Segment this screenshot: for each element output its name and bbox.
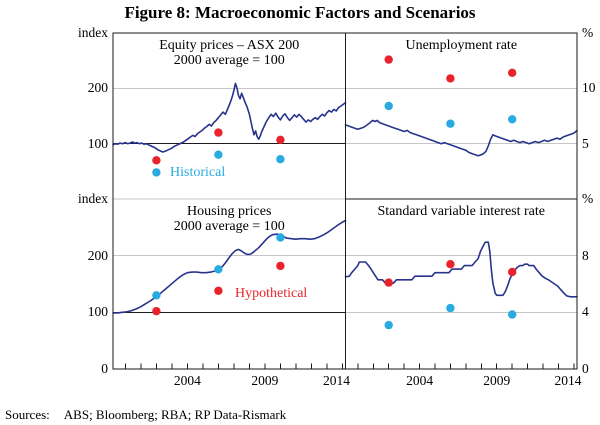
scenario-dot-historical: [508, 310, 517, 319]
scenario-dot-historical: [446, 303, 455, 313]
panel-title-housing: Housing prices: [187, 204, 272, 219]
scenario-dot-historical: [152, 291, 161, 300]
scenario-dot-historical: [276, 155, 285, 164]
scenario-dot-hypothetical: [384, 55, 393, 64]
sources-line: Sources: ABS; Bloomberg; RBA; RP Data-Ris…: [5, 406, 286, 423]
scenario-dot-hypothetical: [446, 74, 455, 83]
y-tick-label: 10: [582, 80, 596, 96]
panel-title-interest: Standard variable interest rate: [377, 204, 546, 219]
annotation-hypothetical: Hypothetical: [235, 286, 308, 301]
scenario-dot-historical: [214, 150, 223, 159]
panel-title-unemployment: Unemployment rate: [405, 38, 518, 53]
y-tick-label: 200: [87, 80, 108, 96]
y-tick-label: 8: [582, 247, 589, 263]
sources-text: ABS; Bloomberg; RBA; RP Data-Rismark: [63, 407, 287, 422]
scenario-dot-hypothetical: [276, 135, 285, 144]
y-tick-label: 200: [87, 247, 108, 263]
x-tick-label: 2009: [483, 373, 511, 388]
y-axis-unit-unemployment: %: [582, 25, 594, 40]
panel-title-equity: Equity prices – ASX 200: [159, 38, 300, 53]
scenario-dot-historical: [508, 115, 517, 124]
panel-subtitle-equity: 2000 average = 100: [173, 53, 285, 68]
scenario-dot-historical: [276, 233, 285, 242]
scenario-dot-historical: [384, 320, 393, 330]
y-tick-label: 0: [101, 361, 108, 376]
line-series-unemployment: [344, 119, 578, 157]
y-axis-unit-housing: index: [78, 191, 108, 206]
scenario-dot-historical: [446, 119, 455, 128]
y-tick-label: 0: [582, 361, 589, 376]
scenario-dot-hypothetical: [508, 68, 517, 78]
scenario-dot-historical: [384, 101, 393, 111]
scenario-dot-hypothetical: [152, 156, 161, 165]
sources-label: Sources:: [5, 407, 50, 422]
y-tick-label: 5: [582, 135, 589, 151]
x-tick-label: 2004: [406, 373, 434, 388]
scenario-dot-hypothetical: [508, 267, 517, 277]
chart-border: [112, 32, 578, 370]
scenario-dot-hypothetical: [384, 278, 393, 287]
figure-title: Figure 8: Macroeconomic Factors and Scen…: [124, 3, 476, 22]
scenario-dot-hypothetical: [214, 128, 223, 137]
scenario-dot-hypothetical: [276, 261, 285, 271]
y-tick-label: 100: [87, 304, 108, 320]
x-tick-label: 2004: [173, 373, 201, 388]
annotation-historical: Historical: [170, 165, 226, 180]
line-series-equity: [112, 82, 347, 153]
x-tick-label: 2009: [251, 373, 279, 388]
line-series-interest: [344, 241, 578, 298]
x-tick-label: 2014: [323, 373, 350, 388]
y-axis-unit-interest: %: [582, 191, 594, 206]
scenario-dot-historical: [152, 168, 161, 177]
y-tick-label: 100: [87, 135, 108, 151]
y-axis-unit-equity: index: [78, 25, 108, 40]
x-tick-label: 2014: [554, 373, 582, 388]
scenario-dot-hypothetical: [152, 307, 161, 316]
scenario-dot-hypothetical: [214, 286, 223, 295]
panel-subtitle-housing: 2000 average = 100: [173, 219, 285, 234]
y-tick-label: 4: [582, 304, 589, 320]
scenario-dot-historical: [214, 265, 223, 274]
scenario-dot-hypothetical: [446, 260, 455, 269]
